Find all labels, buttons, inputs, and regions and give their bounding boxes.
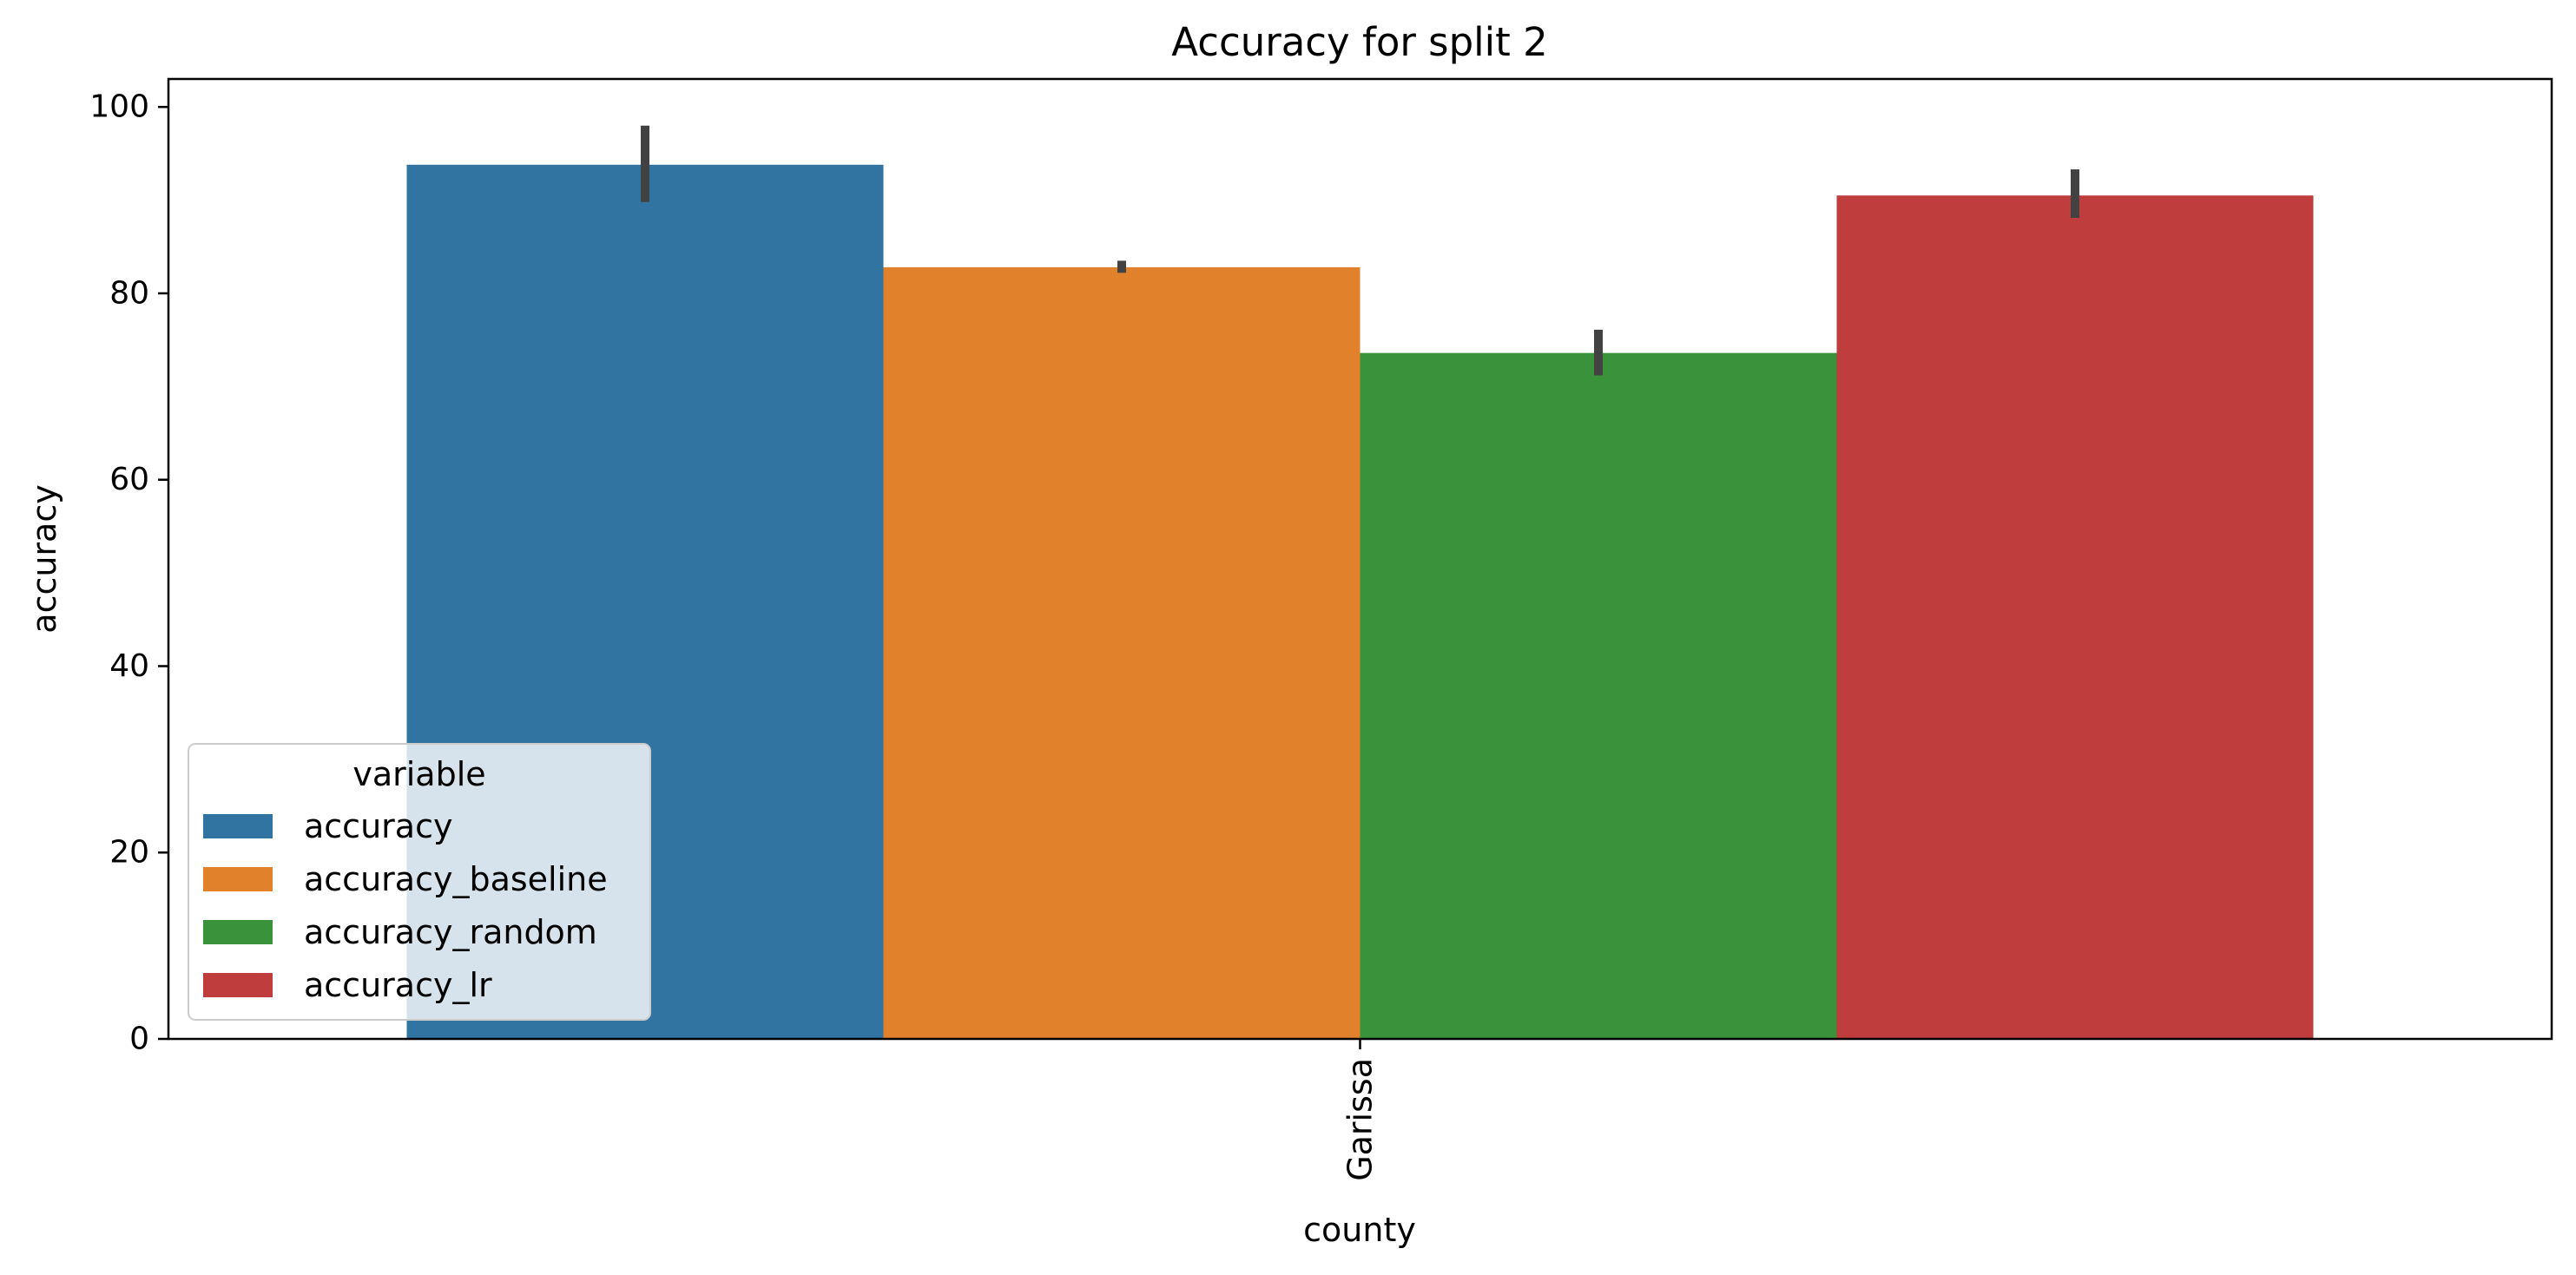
bar-accuracy-random (1360, 352, 1837, 1039)
bar-accuracy-lr (1836, 195, 2314, 1040)
legend-label-accuracy-baseline: accuracy_baseline (304, 860, 608, 898)
legend-items: accuracy accuracy_baseline accuracy_random… (203, 807, 608, 1004)
y-tick-label: 40 (109, 648, 149, 684)
bar-accuracy-baseline (883, 266, 1360, 1039)
legend-swatch-accuracy-lr (203, 973, 273, 997)
y-tick-label: 0 (129, 1022, 149, 1057)
legend-swatch-accuracy (203, 814, 273, 838)
y-axis-label: accuracy (25, 484, 63, 633)
legend-label-accuracy-random: accuracy_random (304, 913, 597, 951)
bars-layer (406, 164, 2314, 1040)
errorbars-layer (641, 125, 2079, 376)
x-tick-label: Garissa (1341, 1058, 1380, 1181)
legend-swatch-accuracy-baseline (203, 867, 273, 891)
legend-swatch-accuracy-random (203, 920, 273, 944)
chart-title: Accuracy for split 2 (1171, 19, 1548, 65)
legend-label-accuracy: accuracy (304, 807, 452, 845)
legend-title: variable (352, 755, 485, 793)
y-axis-ticks: 0 20 40 60 80 100 (89, 89, 168, 1057)
y-tick-label: 20 (109, 835, 149, 871)
legend-label-accuracy-lr: accuracy_lr (304, 966, 492, 1004)
x-axis-ticks: Garissa (1341, 1039, 1380, 1181)
x-axis-label: county (1303, 1211, 1416, 1249)
y-tick-label: 80 (109, 275, 149, 311)
legend-box (188, 743, 651, 1021)
y-tick-label: 60 (109, 462, 149, 497)
y-tick-label: 100 (89, 89, 149, 125)
legend: variable accuracyaccuracy_baselineaccura… (188, 743, 651, 1021)
